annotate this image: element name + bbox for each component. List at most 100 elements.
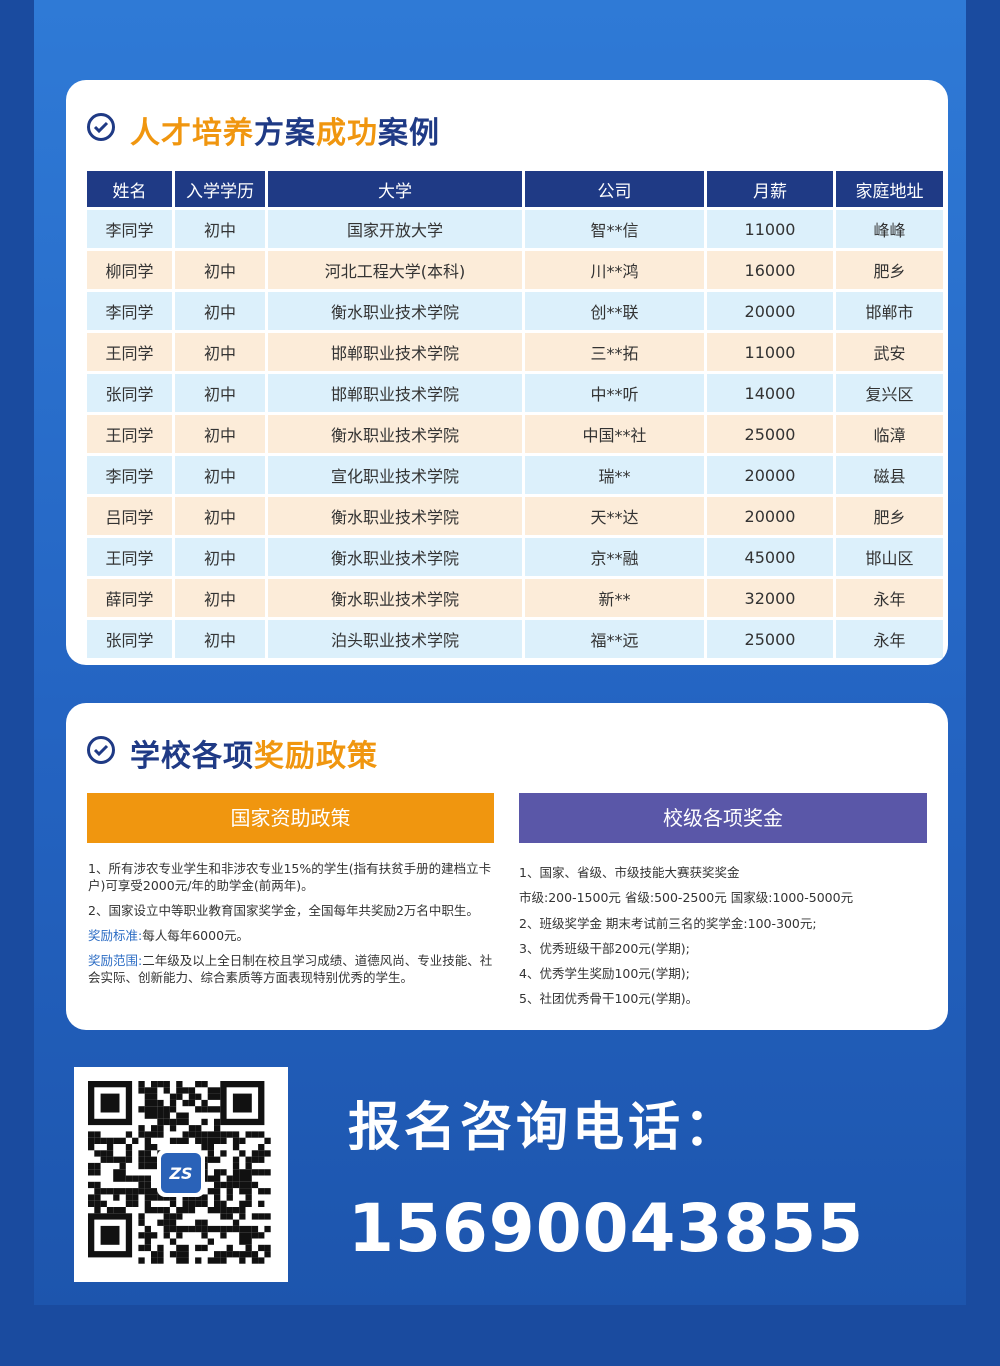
table-cell: 衡水职业技术学院 xyxy=(268,415,522,453)
qr-module xyxy=(138,1131,145,1138)
qr-module xyxy=(151,1162,158,1170)
table-cell: 永年 xyxy=(836,579,943,617)
table-cell: 衡水职业技术学院 xyxy=(268,497,522,535)
qr-module xyxy=(201,1225,208,1233)
qr-module xyxy=(245,1225,252,1233)
qr-module xyxy=(264,1251,271,1258)
qr-module xyxy=(88,1137,95,1144)
qr-module xyxy=(195,1093,202,1100)
qr-module xyxy=(94,1162,101,1170)
table-row: 王同学 初中 衡水职业技术学院 中国**社 25000 临漳 xyxy=(87,415,943,453)
qr-module xyxy=(207,1087,214,1094)
table-cell: 肥乡 xyxy=(836,251,943,289)
table-cell: 京**融 xyxy=(525,538,704,576)
table-cell: 永年 xyxy=(836,620,943,658)
qr-module xyxy=(251,1150,259,1157)
qr-module xyxy=(251,1213,259,1220)
qr-module xyxy=(157,1118,164,1126)
qr-module xyxy=(245,1244,252,1252)
qr-module xyxy=(100,1200,107,1207)
item-text: 每人每年6000元。 xyxy=(142,928,250,943)
qr-module xyxy=(151,1251,158,1258)
table-row: 王同学 初中 邯郸职业技术学院 三**拓 11000 武安 xyxy=(87,333,943,371)
table-cell: 肥乡 xyxy=(836,497,943,535)
table-cell: 川**鸿 xyxy=(525,251,704,289)
table-cell: 20000 xyxy=(707,456,833,494)
qr-module xyxy=(100,1137,107,1144)
qr-module xyxy=(182,1131,189,1138)
qr-module xyxy=(258,1131,265,1138)
qr-module xyxy=(163,1225,170,1233)
table-cell: 初中 xyxy=(175,620,265,658)
title-part: 成功 xyxy=(316,116,378,151)
qr-module xyxy=(144,1207,151,1214)
qr-finder xyxy=(232,1093,252,1113)
table-cell: 薛同学 xyxy=(87,579,172,617)
qr-module xyxy=(258,1232,265,1239)
table-cell: 20000 xyxy=(707,292,833,330)
qr-module xyxy=(214,1125,221,1132)
qr-module xyxy=(132,1175,139,1182)
qr-module xyxy=(258,1257,265,1264)
qr-module xyxy=(151,1144,158,1151)
item-label: 奖励标准: xyxy=(88,928,143,943)
qr-module xyxy=(214,1118,221,1126)
qr-module xyxy=(151,1087,158,1094)
qr-module xyxy=(138,1257,145,1264)
qr-module xyxy=(239,1175,246,1182)
qr-module xyxy=(188,1087,196,1094)
table-cell: 李同学 xyxy=(87,210,172,248)
qr-module xyxy=(245,1194,252,1201)
qr-module xyxy=(169,1213,177,1220)
qr-module xyxy=(188,1131,196,1138)
qr-module xyxy=(220,1225,227,1233)
qr-module xyxy=(119,1169,126,1176)
table-row: 张同学 初中 泊头职业技术学院 福**远 25000 永年 xyxy=(87,620,943,658)
qr-module xyxy=(100,1188,107,1195)
qr-finder xyxy=(87,1213,133,1258)
policy-item: 奖励范围:二年级及以上全日制在校且学习成绩、道德风尚、专业技能、社会实际、创新能… xyxy=(88,952,498,986)
qr-module xyxy=(188,1200,196,1207)
qr-module xyxy=(113,1188,120,1195)
qr-module xyxy=(157,1112,164,1119)
table-cell: 三**拓 xyxy=(525,333,704,371)
qr-module xyxy=(239,1232,246,1239)
qr-module xyxy=(258,1188,265,1195)
qr-module xyxy=(144,1093,151,1100)
table-cell: 初中 xyxy=(175,538,265,576)
qr-module xyxy=(100,1150,107,1157)
qr-module xyxy=(144,1225,151,1233)
qr-module xyxy=(88,1194,95,1201)
table-cell: 14000 xyxy=(707,374,833,412)
school-heading: 校级各项奖金 xyxy=(519,793,927,843)
qr-module xyxy=(157,1219,164,1226)
qr-module xyxy=(138,1087,145,1094)
qr-module xyxy=(88,1200,95,1207)
qr-module xyxy=(100,1156,107,1163)
qr-module xyxy=(176,1213,183,1220)
qr-module xyxy=(88,1181,95,1189)
qr-module xyxy=(214,1251,221,1258)
qr-module xyxy=(106,1150,114,1157)
qr-module xyxy=(125,1150,133,1157)
qr-module xyxy=(144,1150,151,1157)
qr-module xyxy=(125,1175,133,1182)
qr-module xyxy=(226,1213,233,1220)
qr-module xyxy=(125,1144,133,1151)
qr-module xyxy=(125,1200,133,1207)
qr-module xyxy=(144,1238,151,1245)
contact-phone: 15690043855 xyxy=(348,1190,865,1267)
title-part: 方案 xyxy=(254,116,316,151)
table-cell: 初中 xyxy=(175,456,265,494)
school-items: 1、国家、省级、市级技能大赛获奖奖金 市级:200-1500元 省级:500-25… xyxy=(519,860,927,1012)
item-label: 奖励范围: xyxy=(88,953,143,968)
qr-module xyxy=(239,1257,246,1264)
policy-item: 市级:200-1500元 省级:500-2500元 国家级:1000-5000元 xyxy=(519,890,854,906)
qr-module xyxy=(169,1251,177,1258)
qr-finder xyxy=(100,1225,120,1245)
table-row: 张同学 初中 邯郸职业技术学院 中**听 14000 复兴区 xyxy=(87,374,943,412)
qr-module xyxy=(195,1106,202,1113)
table-cell: 11000 xyxy=(707,333,833,371)
table-cell: 张同学 xyxy=(87,620,172,658)
